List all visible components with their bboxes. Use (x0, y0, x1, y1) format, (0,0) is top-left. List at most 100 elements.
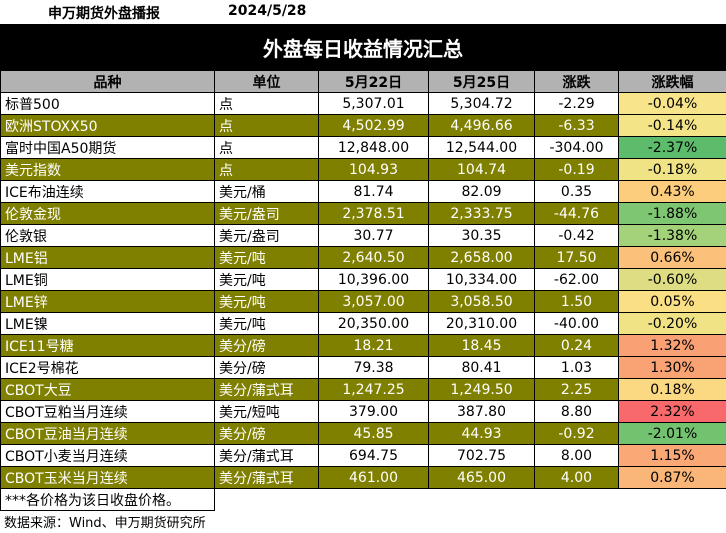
row-name: ICE11号糖 (0, 334, 215, 357)
top-bar: 申万期货外盘播报 2024/5/28 (0, 0, 726, 24)
row-date1-price: 10,396.00 (318, 268, 429, 291)
row-name: ICE布油连续 (0, 180, 215, 203)
row-change-pct: -0.20% (618, 312, 726, 335)
row-date2-price: 2,658.00 (428, 246, 535, 269)
returns-table: 品种 单位 5月22日 5月25日 涨跌 涨跌幅 标普500 点 5,307.01 5… (0, 70, 726, 511)
row-change-pct: 0.66% (618, 246, 726, 269)
table-row: CBOT豆油当月连续 美分/磅 45.85 44.93 -0.92 -2.01% (0, 422, 726, 445)
org-title: 申万期货外盘播报 (48, 6, 160, 22)
row-change: -304.00 (534, 136, 619, 159)
table-row: CBOT小麦当月连续 美分/蒲式耳 694.75 702.75 8.00 1.15% (0, 444, 726, 467)
table-row: LME镍 美元/吨 20,350.00 20,310.00 -40.00 -0.20% (0, 312, 726, 335)
row-date2-price: 5,304.72 (428, 92, 535, 115)
row-unit: 美分/蒲式耳 (214, 466, 319, 489)
row-change-pct: 1.15% (618, 444, 726, 467)
row-unit: 美元/桶 (214, 180, 319, 203)
row-change: 2.25 (534, 378, 619, 401)
footnote-blank (214, 488, 726, 511)
row-unit: 美分/磅 (214, 334, 319, 357)
row-change: 8.00 (534, 444, 619, 467)
row-change: 0.24 (534, 334, 619, 357)
footnote-row: ***各价格为该日收盘价格。 (0, 488, 726, 511)
row-change: -0.42 (534, 224, 619, 247)
row-change-pct: -0.60% (618, 268, 726, 291)
row-date1-price: 694.75 (318, 444, 429, 467)
row-name: ICE2号棉花 (0, 356, 215, 379)
row-change-pct: -1.88% (618, 202, 726, 225)
row-date1-price: 461.00 (318, 466, 429, 489)
row-unit: 美元/盎司 (214, 224, 319, 247)
row-change-pct: 1.32% (618, 334, 726, 357)
data-source: 数据来源：Wind、申万期货研究所 (4, 516, 206, 531)
row-change-pct: -2.01% (618, 422, 726, 445)
row-date2-price: 18.45 (428, 334, 535, 357)
table-row: 伦敦金现 美元/盎司 2,378.51 2,333.75 -44.76 -1.88% (0, 202, 726, 225)
row-name: CBOT小麦当月连续 (0, 444, 215, 467)
row-name: CBOT玉米当月连续 (0, 466, 215, 489)
row-change: -0.92 (534, 422, 619, 445)
table-row: ICE11号糖 美分/磅 18.21 18.45 0.24 1.32% (0, 334, 726, 357)
row-date2-price: 2,333.75 (428, 202, 535, 225)
row-unit: 美分/磅 (214, 356, 319, 379)
row-name: 伦敦银 (0, 224, 215, 247)
row-change-pct: 0.18% (618, 378, 726, 401)
row-change-pct: -2.37% (618, 136, 726, 159)
row-change-pct: -0.18% (618, 158, 726, 181)
row-date2-price: 20,310.00 (428, 312, 535, 335)
row-change: 4.00 (534, 466, 619, 489)
row-name: 欧洲STOXX50 (0, 114, 215, 137)
row-name: LME锌 (0, 290, 215, 313)
col-header-date1: 5月22日 (318, 70, 429, 93)
row-date1-price: 2,640.50 (318, 246, 429, 269)
row-unit: 美元/吨 (214, 246, 319, 269)
row-name: CBOT大豆 (0, 378, 215, 401)
row-unit: 美元/短吨 (214, 400, 319, 423)
header-row: 品种 单位 5月22日 5月25日 涨跌 涨跌幅 (0, 70, 726, 93)
table-row: LME铝 美元/吨 2,640.50 2,658.00 17.50 0.66% (0, 246, 726, 269)
row-change: 8.80 (534, 400, 619, 423)
row-name: LME铝 (0, 246, 215, 269)
row-date1-price: 79.38 (318, 356, 429, 379)
row-date2-price: 387.80 (428, 400, 535, 423)
row-date1-price: 30.77 (318, 224, 429, 247)
row-date1-price: 4,502.99 (318, 114, 429, 137)
row-date1-price: 18.21 (318, 334, 429, 357)
row-name: LME铜 (0, 268, 215, 291)
row-date1-price: 45.85 (318, 422, 429, 445)
row-unit: 美元/吨 (214, 268, 319, 291)
row-date2-price: 44.93 (428, 422, 535, 445)
col-header-date2: 5月25日 (428, 70, 535, 93)
col-header-name: 品种 (0, 70, 215, 93)
table-row: ICE布油连续 美元/桶 81.74 82.09 0.35 0.43% (0, 180, 726, 203)
footnote: ***各价格为该日收盘价格。 (0, 488, 215, 511)
row-change-pct: 1.30% (618, 356, 726, 379)
row-date1-price: 5,307.01 (318, 92, 429, 115)
row-change: -2.29 (534, 92, 619, 115)
row-date2-price: 10,334.00 (428, 268, 535, 291)
row-date2-price: 4,496.66 (428, 114, 535, 137)
table-row: CBOT豆粕当月连续 美元/短吨 379.00 387.80 8.80 2.32% (0, 400, 726, 423)
row-name: 伦敦金现 (0, 202, 215, 225)
row-date2-price: 30.35 (428, 224, 535, 247)
row-change-pct: 0.05% (618, 290, 726, 313)
row-change-pct: -1.38% (618, 224, 726, 247)
row-change: 1.03 (534, 356, 619, 379)
table-row: 欧洲STOXX50 点 4,502.99 4,496.66 -6.33 -0.14% (0, 114, 726, 137)
row-change: -44.76 (534, 202, 619, 225)
row-name: 富时中国A50期货 (0, 136, 215, 159)
table-row: LME铜 美元/吨 10,396.00 10,334.00 -62.00 -0.60% (0, 268, 726, 291)
col-header-change: 涨跌 (534, 70, 619, 93)
table-row: ICE2号棉花 美分/磅 79.38 80.41 1.03 1.30% (0, 356, 726, 379)
row-date1-price: 3,057.00 (318, 290, 429, 313)
row-date2-price: 1,249.50 (428, 378, 535, 401)
row-change-pct: -0.04% (618, 92, 726, 115)
row-date2-price: 3,058.50 (428, 290, 535, 313)
row-unit: 美分/蒲式耳 (214, 444, 319, 467)
row-change: 0.35 (534, 180, 619, 203)
row-unit: 点 (214, 158, 319, 181)
row-date2-price: 12,544.00 (428, 136, 535, 159)
table-row: 伦敦银 美元/盎司 30.77 30.35 -0.42 -1.38% (0, 224, 726, 247)
table-title-bar: 外盘每日收益情况汇总 (0, 24, 726, 70)
row-change: 17.50 (534, 246, 619, 269)
